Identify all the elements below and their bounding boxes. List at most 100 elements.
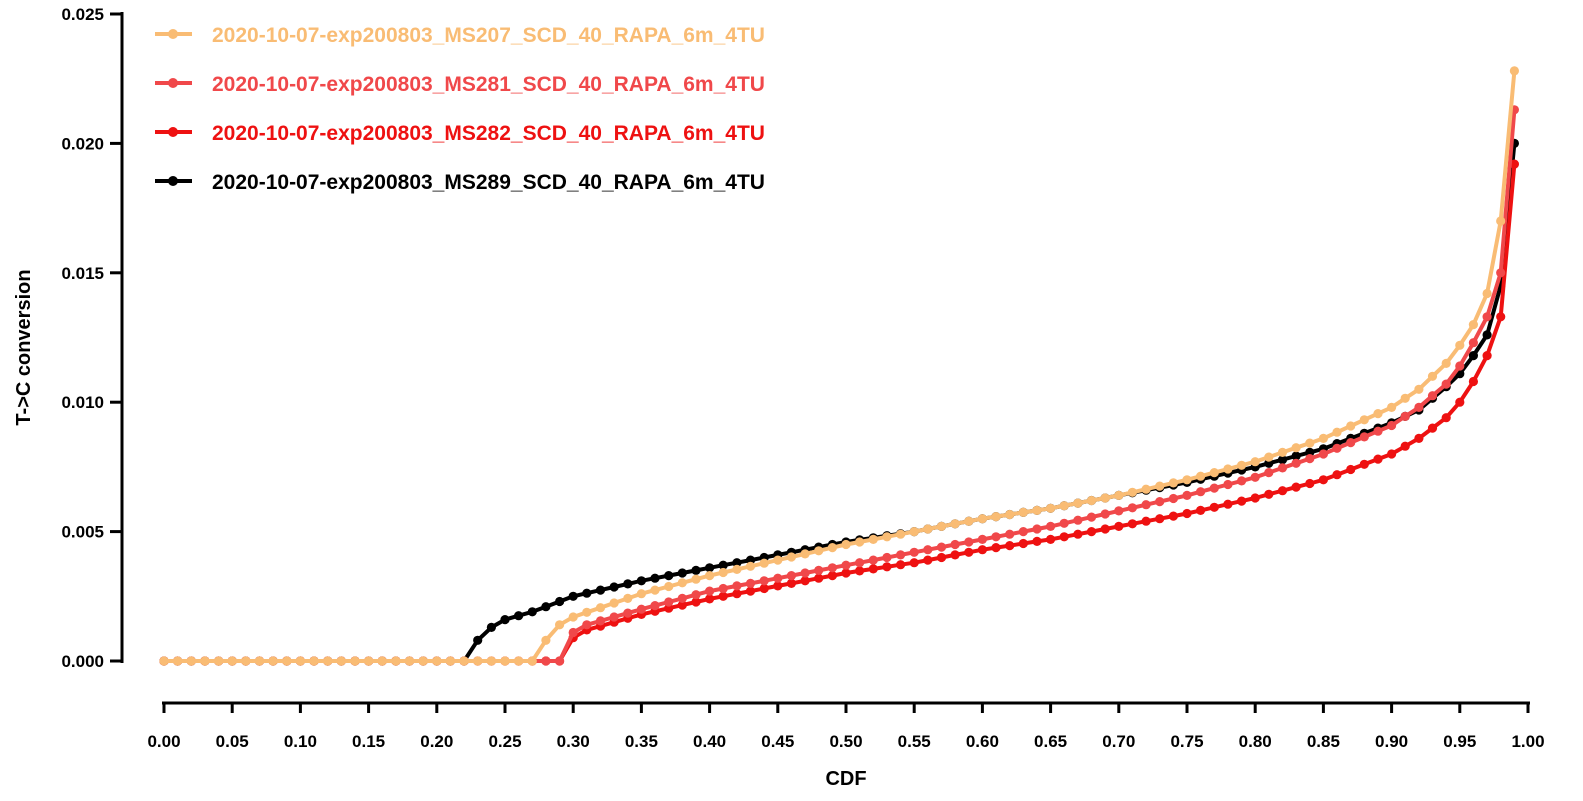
data-point — [1196, 505, 1206, 515]
legend: 2020-10-07-exp200803_MS207_SCD_40_RAPA_6… — [155, 24, 765, 194]
data-point — [827, 563, 838, 573]
data-point — [950, 539, 960, 550]
legend-swatch-marker — [168, 127, 178, 137]
data-point — [1455, 340, 1465, 350]
data-point — [1100, 493, 1110, 503]
data-point — [896, 560, 906, 570]
data-point — [977, 534, 988, 545]
data-point — [1223, 464, 1233, 474]
data-point — [227, 656, 237, 666]
data-point — [1182, 490, 1192, 500]
data-point — [1414, 384, 1424, 394]
data-point — [200, 656, 210, 666]
data-point — [841, 568, 851, 578]
data-point — [1155, 497, 1165, 507]
y-tick-label: 0.020 — [61, 134, 104, 153]
data-point — [473, 656, 483, 666]
data-point — [718, 591, 728, 601]
data-point — [1141, 484, 1151, 494]
x-ticks: 0.00 0.05 0.10 0.15 0.20 0.25 0.30 0.35 0.40 0.45… — [147, 703, 1545, 751]
data-point — [923, 524, 933, 534]
data-point — [1305, 438, 1315, 448]
data-point — [1373, 454, 1383, 464]
data-point — [677, 593, 687, 604]
y-tick-label: 0.000 — [61, 652, 104, 671]
data-point — [1046, 534, 1056, 545]
data-point — [650, 601, 660, 611]
data-point — [1482, 288, 1492, 299]
y-ticks: 0.000 0.005 0.010 0.015 0.020 0.025 — [61, 5, 122, 671]
data-point — [745, 561, 756, 571]
data-point — [1496, 312, 1506, 322]
data-point — [827, 571, 838, 581]
data-point — [1155, 514, 1165, 524]
data-point — [350, 656, 360, 666]
data-point — [855, 558, 865, 568]
data-point — [1400, 441, 1410, 451]
data-point — [1250, 472, 1260, 482]
data-point — [814, 573, 824, 583]
data-point — [1237, 460, 1247, 470]
data-point — [1346, 421, 1356, 431]
data-point — [500, 615, 510, 625]
legend-swatch-marker — [168, 176, 178, 186]
data-point — [1496, 216, 1506, 226]
data-point — [964, 547, 974, 557]
data-point — [1468, 338, 1478, 348]
data-point — [514, 656, 524, 666]
data-point — [745, 586, 756, 596]
x-tick-label: 0.50 — [829, 732, 862, 751]
data-point — [814, 546, 824, 556]
data-point — [1291, 458, 1301, 468]
data-point — [773, 555, 783, 565]
data-point — [418, 656, 428, 666]
data-point — [309, 656, 319, 666]
data-point — [1182, 475, 1192, 485]
data-point — [1223, 499, 1233, 509]
data-point — [759, 558, 769, 568]
data-point — [1086, 495, 1097, 506]
y-tick-label: 0.015 — [61, 264, 104, 283]
x-tick-label: 0.95 — [1443, 732, 1476, 751]
data-point — [1414, 433, 1424, 443]
legend-label: 2020-10-07-exp200803_MS281_SCD_40_RAPA_6… — [212, 73, 765, 96]
data-point — [1373, 426, 1383, 436]
series-line — [164, 143, 1517, 663]
data-point — [691, 565, 701, 576]
data-point — [950, 519, 960, 529]
data-point — [1155, 481, 1165, 491]
data-point — [1250, 457, 1260, 467]
data-point — [868, 564, 878, 574]
data-point — [473, 635, 483, 645]
data-point — [1073, 498, 1083, 508]
data-point — [1127, 487, 1137, 497]
data-point — [868, 534, 878, 545]
data-point — [977, 545, 988, 555]
y-tick-label: 0.025 — [61, 5, 104, 24]
data-point — [882, 552, 892, 563]
data-point — [623, 593, 633, 604]
data-point — [1196, 471, 1206, 481]
data-point — [691, 590, 701, 600]
series-line — [164, 163, 1517, 663]
x-tick-label: 0.65 — [1034, 732, 1067, 751]
data-point — [855, 537, 865, 547]
legend-item: 2020-10-07-exp200803_MS282_SCD_40_RAPA_6… — [155, 122, 765, 145]
data-point — [909, 547, 919, 557]
data-point — [1264, 468, 1274, 478]
data-point — [1346, 464, 1356, 475]
data-point — [732, 564, 742, 575]
data-point — [1018, 507, 1028, 517]
x-tick-label: 0.60 — [966, 732, 999, 751]
data-point — [732, 589, 742, 599]
data-point — [896, 529, 906, 539]
data-point — [323, 656, 333, 666]
x-tick-label: 0.20 — [420, 732, 453, 751]
data-point — [691, 597, 701, 607]
data-point — [404, 656, 415, 666]
data-point — [650, 585, 660, 595]
legend-label: 2020-10-07-exp200803_MS289_SCD_40_RAPA_6… — [212, 171, 765, 194]
data-point — [732, 558, 742, 568]
data-point — [1427, 391, 1438, 401]
data-point — [582, 588, 592, 598]
